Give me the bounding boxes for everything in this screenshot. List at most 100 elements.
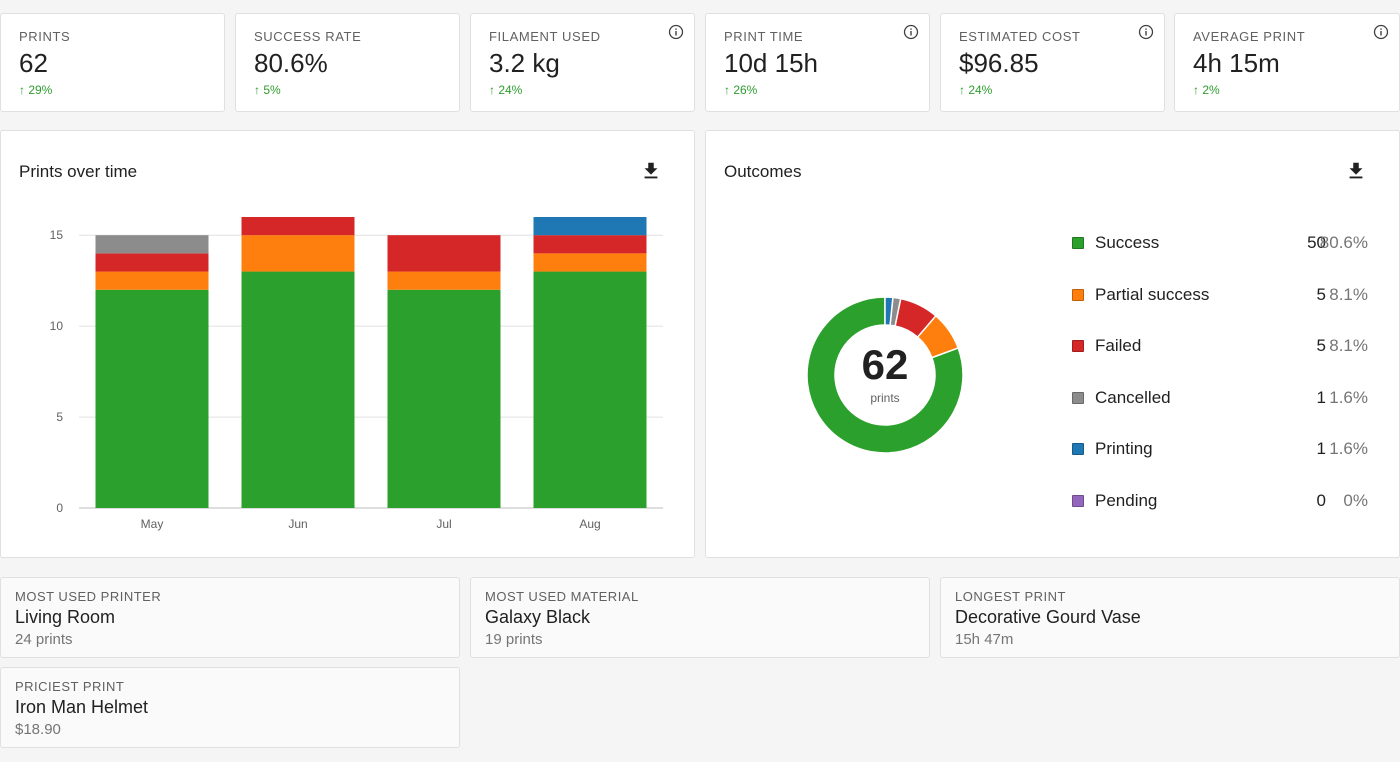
legend-label: Partial success	[1095, 284, 1210, 304]
legend-count: 5	[1316, 336, 1326, 356]
y-tick-label: 5	[56, 410, 63, 424]
legend-swatch	[1072, 391, 1084, 404]
legend-item-partial-success: Partial success 5 8.1%	[1072, 284, 1368, 308]
info-icon[interactable]	[1373, 24, 1389, 40]
fact-label: PRICIEST PRINT	[15, 679, 125, 694]
legend-swatch	[1072, 443, 1084, 456]
prints-bar-chart: 0 5 10 15 May Jun Jul Aug	[50, 217, 663, 531]
x-tick-label: May	[141, 517, 164, 531]
stat-delta: ↑ 24%	[959, 83, 993, 97]
legend-percent: 1.6%	[1329, 439, 1368, 459]
bar-segment	[533, 235, 647, 254]
legend-label: Cancelled	[1095, 387, 1171, 407]
stat-value: 62	[19, 48, 48, 78]
y-tick-label: 10	[50, 319, 64, 333]
fact-detail: $18.90	[15, 721, 61, 738]
outcomes-panel: Outcomes 62 prints Success 50 80.6% Partial…	[705, 130, 1400, 558]
legend-percent: 1.6%	[1329, 387, 1368, 407]
stat-label: PRINT TIME	[724, 29, 804, 44]
stat-value: 80.6%	[254, 48, 328, 78]
stat-delta: ↑ 24%	[489, 83, 523, 97]
download-icon[interactable]	[1345, 160, 1367, 182]
outcomes-donut-chart	[806, 296, 964, 454]
legend-count: 1	[1316, 439, 1326, 459]
stat-value: 10d 15h	[724, 48, 818, 78]
fact-label: MOST USED PRINTER	[15, 589, 162, 604]
stat-label: ESTIMATED COST	[959, 29, 1081, 44]
stat-delta: ↑ 29%	[19, 83, 53, 97]
legend-item-pending: Pending 0 0%	[1072, 490, 1368, 514]
donut-center-value: 62	[861, 341, 909, 388]
bar-segment	[95, 289, 209, 508]
bar-segment	[533, 253, 647, 272]
fact-card-most-used-material: MOST USED MATERIAL Galaxy Black 19 prints	[470, 577, 930, 658]
fact-card-most-used-printer: MOST USED PRINTER Living Room 24 prints	[0, 577, 460, 658]
stat-delta: ↑ 26%	[724, 83, 758, 97]
stat-card-print-time: PRINT TIME 10d 15h ↑ 26%	[705, 13, 930, 112]
legend-swatch	[1072, 288, 1084, 301]
legend-count: 1	[1316, 387, 1326, 407]
fact-value: Decorative Gourd Vase	[955, 607, 1141, 627]
download-icon[interactable]	[640, 160, 662, 182]
stat-card-estimated-cost: ESTIMATED COST $96.85 ↑ 24%	[940, 13, 1165, 112]
fact-detail: 24 prints	[15, 631, 73, 648]
legend-label: Printing	[1095, 439, 1153, 459]
outcomes-title: Outcomes	[724, 162, 802, 181]
prints-over-time-title: Prints over time	[19, 162, 138, 181]
legend-item-printing: Printing 1 1.6%	[1072, 438, 1368, 462]
bar-segment	[533, 271, 647, 508]
legend-count: 5	[1316, 284, 1326, 304]
bar-segment	[387, 289, 501, 508]
legend-percent: 8.1%	[1329, 284, 1368, 304]
legend-percent: 0%	[1343, 491, 1368, 510]
x-tick-label: Jul	[436, 517, 451, 531]
bar-segment	[95, 271, 209, 290]
bar-segment	[95, 235, 209, 254]
stat-value: 4h 15m	[1193, 48, 1280, 78]
stat-label: AVERAGE PRINT	[1193, 29, 1306, 44]
fact-detail: 15h 47m	[955, 631, 1014, 648]
info-icon[interactable]	[903, 24, 919, 40]
stat-delta: ↑ 2%	[1193, 83, 1220, 97]
prints-over-time-panel: Prints over time 0 5 10 15 May Jun Jul Aug	[0, 130, 695, 558]
bar-segment	[387, 235, 501, 272]
bar-segment	[533, 217, 647, 236]
bar-segment	[241, 271, 355, 508]
stat-label: SUCCESS RATE	[254, 29, 362, 44]
stat-value: 3.2 kg	[489, 48, 560, 78]
legend-item-success: Success 50 80.6%	[1072, 232, 1368, 256]
fact-label: LONGEST PRINT	[955, 589, 1067, 604]
legend-label: Pending	[1095, 491, 1158, 510]
bar-segment	[241, 235, 355, 272]
y-tick-label: 15	[50, 228, 64, 242]
info-icon[interactable]	[668, 24, 684, 40]
stat-value: $96.85	[959, 48, 1039, 78]
legend-count: 0	[1316, 491, 1326, 510]
legend-count: 50	[1307, 233, 1326, 252]
fact-card-priciest-print: PRICIEST PRINT Iron Man Helmet $18.90	[0, 667, 460, 748]
bar-segment	[387, 271, 501, 290]
legend-label: Failed	[1095, 336, 1142, 356]
fact-detail: 19 prints	[485, 631, 543, 648]
fact-value: Galaxy Black	[485, 607, 591, 627]
stat-delta: ↑ 5%	[254, 83, 281, 97]
fact-value: Iron Man Helmet	[15, 697, 149, 717]
bar-segment	[241, 217, 355, 236]
stat-card-filament-used: FILAMENT USED 3.2 kg ↑ 24%	[470, 13, 695, 112]
legend-percent: 8.1%	[1329, 336, 1368, 356]
info-icon[interactable]	[1138, 24, 1154, 40]
legend-label: Success	[1095, 233, 1160, 252]
stat-card-prints: PRINTS 62 ↑ 29%	[0, 13, 225, 112]
donut-center-label: prints	[870, 391, 900, 405]
stat-card-success-rate: SUCCESS RATE 80.6% ↑ 5%	[235, 13, 460, 112]
y-tick-label: 0	[56, 501, 63, 515]
legend-swatch	[1072, 340, 1084, 353]
x-tick-label: Jun	[288, 517, 307, 531]
legend-swatch	[1072, 237, 1084, 249]
stat-card-average-print: AVERAGE PRINT 4h 15m ↑ 2%	[1174, 13, 1400, 112]
x-tick-label: Aug	[579, 517, 600, 531]
stat-label: PRINTS	[19, 29, 71, 44]
legend-percent: 80.6%	[1319, 233, 1368, 252]
fact-value: Living Room	[15, 607, 116, 627]
fact-label: MOST USED MATERIAL	[485, 589, 639, 604]
